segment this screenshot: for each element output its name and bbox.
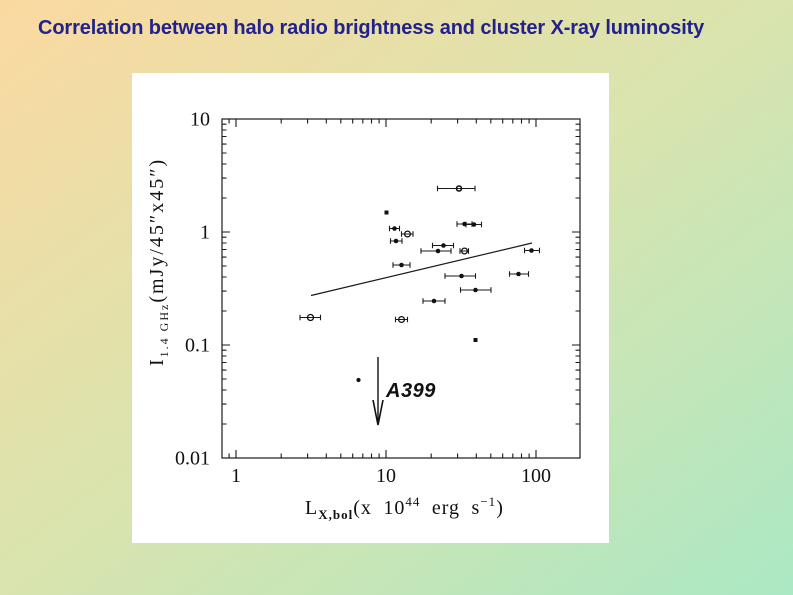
svg-text:10: 10 — [376, 465, 396, 487]
svg-text:100: 100 — [521, 465, 551, 487]
svg-text:1: 1 — [200, 222, 210, 244]
svg-text:I1.4 GHz(mJy/45″x45″): I1.4 GHz(mJy/45″x45″) — [146, 158, 171, 366]
svg-text:1: 1 — [231, 465, 241, 487]
svg-text:0.1: 0.1 — [185, 335, 210, 357]
svg-text:0.01: 0.01 — [175, 448, 210, 470]
svg-text:10: 10 — [190, 109, 210, 131]
svg-text:A399: A399 — [385, 380, 436, 402]
